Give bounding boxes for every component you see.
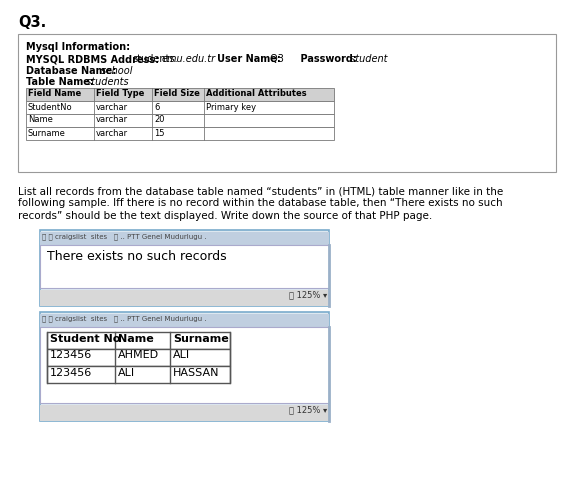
Text: Table Name:: Table Name: [26, 77, 94, 87]
Text: AHMED: AHMED [118, 351, 159, 360]
Bar [40, 312, 329, 420]
Bar [26, 101, 334, 114]
Text: Field Name: Field Name [28, 90, 82, 98]
Text: 123456: 123456 [50, 368, 92, 377]
Text: List all records from the database table named “students” in (HTML) table manner: List all records from the database table… [18, 186, 503, 196]
Text: ALI: ALI [173, 351, 190, 360]
Text: Student No: Student No [50, 334, 121, 343]
Text: varchar: varchar [96, 102, 128, 112]
Bar [26, 88, 334, 101]
Text: school: school [98, 66, 133, 76]
Bar [47, 332, 230, 349]
Text: There exists no such records: There exists no such records [47, 250, 227, 263]
Bar [40, 244, 329, 287]
Text: Field Type: Field Type [96, 90, 145, 98]
Text: Password:: Password: [287, 54, 357, 64]
Bar [47, 366, 230, 382]
Text: User Name:: User Name: [207, 54, 281, 64]
Bar [40, 314, 329, 326]
Bar [40, 405, 329, 420]
Text: students: students [83, 77, 129, 87]
Bar [18, 34, 556, 172]
Text: varchar: varchar [96, 115, 128, 125]
Bar [47, 349, 230, 366]
Text: Mysql Information:: Mysql Information: [26, 42, 130, 52]
Text: Surname: Surname [173, 334, 229, 343]
Text: 20: 20 [154, 115, 165, 125]
Text: Name: Name [118, 334, 154, 343]
Text: 🔍 125% ▾: 🔍 125% ▾ [289, 406, 327, 414]
Bar [40, 289, 329, 305]
Text: emu.edu.tr: emu.edu.tr [162, 54, 216, 64]
Text: records” should be the text displayed. Write down the source of that PHP page.: records” should be the text displayed. W… [18, 211, 432, 221]
Bar [40, 326, 329, 402]
Text: 🔍 125% ▾: 🔍 125% ▾ [289, 291, 327, 300]
Text: 15: 15 [154, 129, 165, 137]
Text: HASSAN: HASSAN [173, 368, 219, 377]
Text: MYSQL RDBMS Address:: MYSQL RDBMS Address: [26, 54, 162, 64]
Text: 🎨 🌐 craigslist  sites   📰 .. PTT Genel Mudurlugu .: 🎨 🌐 craigslist sites 📰 .. PTT Genel Mudu… [42, 315, 207, 321]
Text: Field Size: Field Size [154, 90, 200, 98]
Text: StudentNo: StudentNo [28, 102, 73, 112]
Text: ALI: ALI [118, 368, 135, 377]
Bar [26, 114, 334, 127]
Text: student: student [347, 54, 387, 64]
Bar [26, 127, 334, 140]
Text: Q3.: Q3. [18, 15, 46, 30]
Text: Q3: Q3 [267, 54, 284, 64]
Text: varchar: varchar [96, 129, 128, 137]
Text: Surname: Surname [28, 129, 66, 137]
Text: Primary key: Primary key [206, 102, 256, 112]
Text: Additional Attributes: Additional Attributes [206, 90, 307, 98]
Text: 6: 6 [154, 102, 160, 112]
Text: 🎨 🌐 craigslist  sites   📰 .. PTT Genel Mudurlugu .: 🎨 🌐 craigslist sites 📰 .. PTT Genel Mudu… [42, 233, 207, 240]
Bar [40, 231, 329, 244]
Text: Name: Name [28, 115, 53, 125]
Text: 123456: 123456 [50, 351, 92, 360]
Text: following sample. Iff there is no record within the database table, then “There : following sample. Iff there is no record… [18, 199, 503, 208]
Text: students.: students. [132, 54, 177, 64]
Bar [40, 229, 329, 305]
Text: Database Name:: Database Name: [26, 66, 117, 76]
